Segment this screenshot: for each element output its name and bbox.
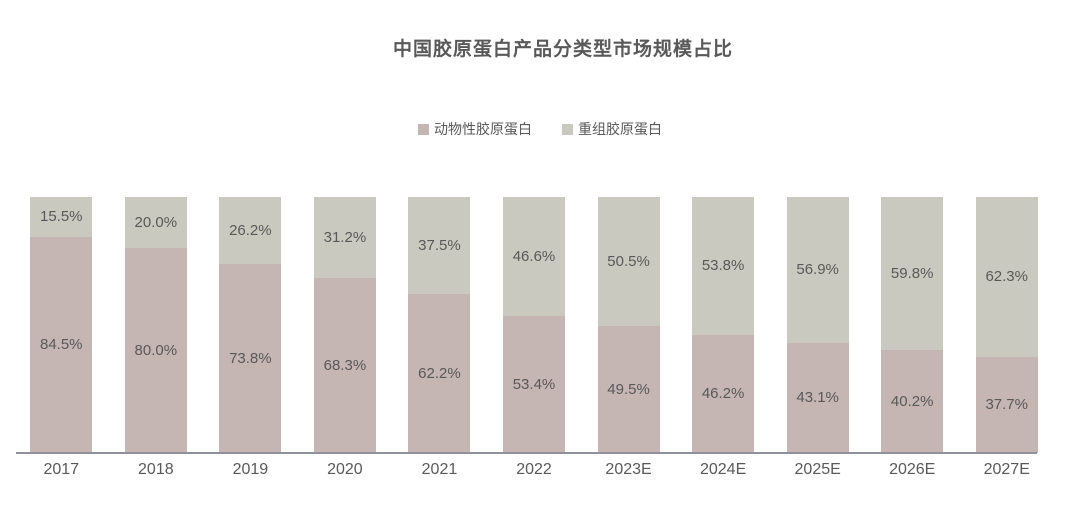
legend-label: 动物性胶原蛋白	[434, 121, 532, 137]
segment-value-label: 43.1%	[796, 389, 839, 407]
segment-value-label: 46.2%	[701, 385, 745, 403]
bar-segment-animal-collagen[interactable]: 80.0%	[124, 248, 187, 453]
segment-value-label: 53.4%	[512, 376, 556, 394]
segment-value-label: 26.2%	[229, 222, 272, 240]
bar-column-2025E: 56.9% 43.1%	[770, 197, 865, 453]
segment-value-label: 40.2%	[890, 393, 934, 411]
stacked-bar[interactable]: 31.2% 68.3%	[313, 197, 376, 453]
stacked-bar[interactable]: 53.8% 46.2%	[692, 197, 755, 453]
segment-value-label: 50.5%	[607, 253, 650, 271]
bar-segment-recombinant-collagen[interactable]: 62.3%	[975, 197, 1038, 357]
x-axis-label: 2019	[232, 461, 269, 478]
x-axis-label: 2025E	[794, 461, 841, 478]
stacked-bar[interactable]: 46.6% 53.4%	[503, 197, 565, 453]
legend-swatch-icon	[562, 123, 573, 135]
bar-column-2024E: 53.8% 46.2%	[676, 197, 771, 453]
x-axis-label: 2026E	[889, 461, 936, 478]
x-axis-label: 2022	[516, 461, 552, 478]
bar-segment-animal-collagen[interactable]: 37.7%	[975, 356, 1038, 453]
bar-segment-recombinant-collagen[interactable]: 56.9%	[786, 197, 849, 343]
bar-segment-animal-collagen[interactable]: 49.5%	[597, 326, 660, 453]
segment-value-label: 37.7%	[985, 396, 1028, 414]
bar-column-2027E: 62.3% 37.7%	[959, 197, 1054, 453]
segment-value-label: 20.0%	[134, 214, 178, 232]
bar-segment-recombinant-collagen[interactable]: 26.2%	[219, 197, 282, 265]
segment-value-label: 84.5%	[39, 336, 83, 354]
stacked-bar[interactable]: 62.3% 37.7%	[975, 197, 1038, 453]
segment-value-label: 62.3%	[985, 268, 1028, 286]
bar-segment-recombinant-collagen[interactable]: 37.5%	[408, 197, 471, 294]
bar-segment-animal-collagen[interactable]: 84.5%	[30, 236, 93, 453]
legend-item-recombinant-collagen[interactable]: 重组胶原蛋白	[562, 119, 662, 139]
legend: 动物性胶原蛋白 重组胶原蛋白	[0, 119, 1080, 139]
bar-segment-animal-collagen[interactable]: 73.8%	[219, 264, 282, 453]
segment-value-label: 73.8%	[229, 350, 272, 368]
bar-segment-recombinant-collagen[interactable]: 15.5%	[30, 197, 93, 237]
legend-swatch-icon	[418, 123, 429, 135]
bar-column-2018: 20.0% 80.0%	[109, 197, 204, 453]
legend-label: 重组胶原蛋白	[578, 121, 662, 137]
bar-segment-recombinant-collagen[interactable]: 46.6%	[503, 197, 565, 317]
x-axis-label: 2020	[327, 461, 363, 478]
bar-segment-animal-collagen[interactable]: 40.2%	[881, 350, 944, 453]
segment-value-label: 59.8%	[890, 265, 934, 283]
bar-segment-recombinant-collagen[interactable]: 53.8%	[692, 197, 755, 335]
x-axis-label: 2027E	[983, 461, 1030, 478]
segment-value-label: 31.2%	[323, 229, 367, 247]
bar-segment-recombinant-collagen[interactable]: 50.5%	[597, 197, 660, 327]
bar-column-2026E: 59.8% 40.2%	[865, 197, 960, 453]
segment-value-label: 37.5%	[418, 236, 461, 254]
segment-value-label: 68.3%	[323, 357, 367, 375]
plot-area: 15.5% 84.5% 20.0% 80.0% 26.2% 73.8% 31.2% 68.3%…	[14, 197, 1054, 453]
chart-title: 中国胶原蛋白产品分类型市场规模占比	[392, 39, 733, 60]
x-axis-labels: 2017 2018 2019 2020 2021 2022 2023E 2024E 2025E 2…	[14, 461, 1054, 479]
stacked-bar[interactable]: 50.5% 49.5%	[597, 197, 660, 453]
bar-segment-recombinant-collagen[interactable]: 20.0%	[124, 197, 187, 249]
segment-value-label: 15.5%	[39, 208, 83, 226]
stacked-bar[interactable]: 56.9% 43.1%	[786, 197, 849, 453]
bar-segment-animal-collagen[interactable]: 53.4%	[503, 316, 565, 453]
segment-value-label: 80.0%	[134, 342, 178, 360]
segment-value-label: 49.5%	[607, 381, 650, 399]
stacked-bar[interactable]: 37.5% 62.2%	[408, 197, 471, 453]
legend-item-animal-collagen[interactable]: 动物性胶原蛋白	[418, 119, 532, 139]
bar-column-2020: 31.2% 68.3%	[298, 197, 393, 453]
stacked-bar[interactable]: 59.8% 40.2%	[881, 197, 944, 453]
segment-value-label: 56.9%	[796, 261, 839, 279]
x-axis-label: 2017	[43, 461, 80, 478]
bar-segment-recombinant-collagen[interactable]: 31.2%	[313, 197, 376, 279]
bar-column-2017: 15.5% 84.5%	[14, 197, 109, 453]
segment-value-label: 53.8%	[701, 257, 745, 275]
bar-segment-animal-collagen[interactable]: 68.3%	[313, 278, 376, 453]
bar-segment-recombinant-collagen[interactable]: 59.8%	[881, 197, 944, 351]
x-axis-label: 2024E	[699, 461, 747, 478]
x-axis-line	[16, 452, 1037, 454]
x-axis-label: 2021	[421, 461, 458, 478]
bar-segment-animal-collagen[interactable]: 43.1%	[786, 342, 849, 453]
segment-value-label: 62.2%	[418, 364, 461, 382]
bar-column-2022: 46.6% 53.4%	[487, 197, 582, 453]
bar-segment-animal-collagen[interactable]: 62.2%	[408, 293, 471, 453]
stacked-bar[interactable]: 20.0% 80.0%	[124, 197, 187, 453]
stacked-bar[interactable]: 15.5% 84.5%	[30, 197, 93, 453]
bar-column-2021: 37.5% 62.2%	[392, 197, 487, 453]
bar-segment-animal-collagen[interactable]: 46.2%	[692, 334, 755, 453]
bar-column-2023E: 50.5% 49.5%	[581, 197, 676, 453]
x-axis-label: 2018	[138, 461, 174, 478]
bar-column-2019: 26.2% 73.8%	[203, 197, 298, 453]
stacked-bar[interactable]: 26.2% 73.8%	[219, 197, 282, 453]
x-axis-label: 2023E	[605, 461, 652, 478]
segment-value-label: 46.6%	[512, 248, 556, 266]
